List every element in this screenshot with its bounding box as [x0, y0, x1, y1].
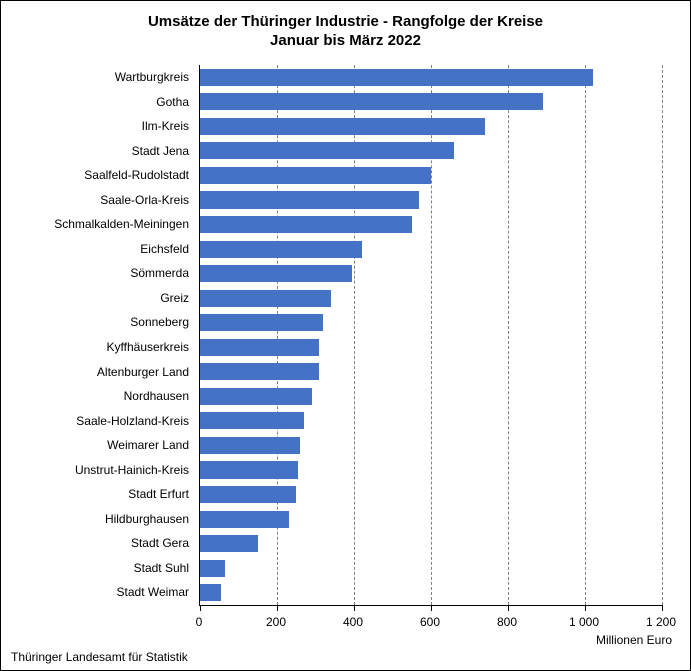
bar [200, 142, 454, 159]
bar [200, 93, 543, 110]
bar [200, 339, 319, 356]
bar [200, 191, 419, 208]
y-category-label: Schmalkalden-Meiningen [54, 212, 189, 237]
x-tick [354, 605, 355, 611]
y-category-label: Weimarer Land [107, 433, 189, 458]
x-tick [200, 605, 201, 611]
y-category-label: Hildburghausen [105, 507, 189, 532]
x-tick-label: 1 000 [569, 615, 599, 629]
x-tick [431, 605, 432, 611]
y-category-label: Saale-Orla-Kreis [100, 188, 189, 213]
y-category-label: Sonneberg [130, 310, 189, 335]
y-category-label: Wartburgkreis [115, 65, 189, 90]
y-category-label: Saalfeld-Rudolstadt [84, 163, 189, 188]
bar [200, 314, 323, 331]
bar [200, 560, 225, 577]
x-tick-label: 400 [343, 615, 363, 629]
bar [200, 241, 362, 258]
y-category-label: Kyffhäuserkreis [107, 335, 189, 360]
x-tick-label: 200 [266, 615, 286, 629]
bar [200, 69, 593, 86]
y-category-label: Sömmerda [130, 261, 189, 286]
x-tick-label: 800 [497, 615, 517, 629]
bar [200, 412, 304, 429]
chart-title-line1: Umsätze der Thüringer Industrie - Rangfo… [148, 13, 543, 30]
y-category-label: Gotha [156, 90, 189, 115]
chart-plot-area [199, 65, 662, 606]
y-category-label: Altenburger Land [97, 360, 189, 385]
x-tick-label: 600 [420, 615, 440, 629]
y-category-label: Unstrut-Hainich-Kreis [75, 458, 189, 483]
y-category-label: Stadt Erfurt [128, 482, 189, 507]
x-tick-label: 0 [196, 615, 203, 629]
x-tick [508, 605, 509, 611]
bar [200, 388, 312, 405]
bar [200, 363, 319, 380]
gridline [508, 65, 509, 605]
bar [200, 437, 300, 454]
y-category-label: Saale-Holzland-Kreis [76, 409, 189, 434]
x-tick [277, 605, 278, 611]
y-category-label: Stadt Weimar [117, 580, 189, 605]
bar [200, 486, 296, 503]
chart-footer: Thüringer Landesamt für Statistik [11, 650, 188, 664]
bar [200, 584, 221, 601]
y-category-label: Stadt Suhl [134, 556, 189, 581]
x-tick-label: 1 200 [646, 615, 676, 629]
x-axis-label: Millionen Euro [596, 633, 672, 647]
x-tick [585, 605, 586, 611]
x-tick [662, 605, 663, 611]
bar [200, 167, 431, 184]
gridline [662, 65, 663, 605]
bar [200, 118, 485, 135]
bar [200, 265, 352, 282]
bar [200, 216, 412, 233]
bar [200, 290, 331, 307]
gridline [585, 65, 586, 605]
y-category-label: Nordhausen [124, 384, 189, 409]
chart-title: Umsätze der Thüringer Industrie - Rangfo… [1, 13, 690, 51]
bar [200, 535, 258, 552]
y-category-label: Ilm-Kreis [142, 114, 189, 139]
chart-title-line2: Januar bis März 2022 [270, 32, 421, 49]
y-category-label: Stadt Gera [131, 531, 189, 556]
bar [200, 461, 298, 478]
y-category-label: Stadt Jena [132, 139, 189, 164]
y-category-label: Eichsfeld [140, 237, 189, 262]
y-category-label: Greiz [160, 286, 189, 311]
bar [200, 511, 289, 528]
